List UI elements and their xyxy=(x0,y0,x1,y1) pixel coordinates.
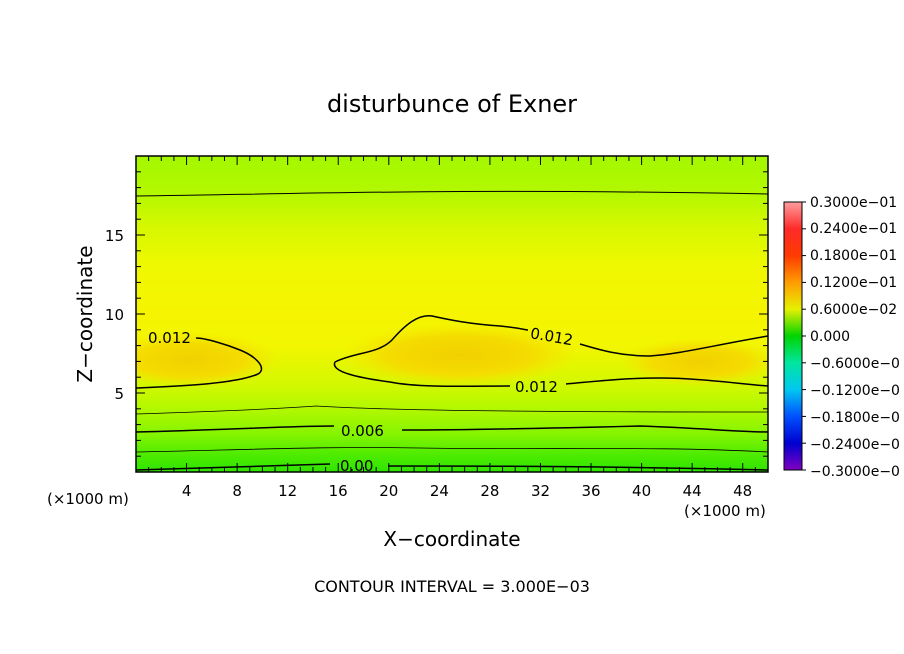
contour-label: 0.012 xyxy=(515,378,558,396)
contour-line-left xyxy=(136,337,263,389)
contour-line-center-upper xyxy=(334,315,529,363)
colorbar-label: −0.1800e−0 xyxy=(810,410,900,426)
contour-line-006-right xyxy=(401,425,768,433)
contour-line-000-left xyxy=(136,463,331,471)
y-tick-label: 15 xyxy=(105,227,124,245)
y-tick-label: 10 xyxy=(105,306,124,324)
contour-line-low xyxy=(136,447,768,453)
x-tick-label: 40 xyxy=(632,482,651,500)
y-tick-label: 5 xyxy=(114,385,124,403)
contour-line-center-right xyxy=(579,335,768,357)
contour-label: 0.012 xyxy=(148,329,191,347)
colorbar-label: −0.3000e−0 xyxy=(810,464,900,480)
contour-line-center-lower xyxy=(333,361,511,388)
colorbar: 0.3000e−01 0.2400e−01 0.1800e−01 0.1200e… xyxy=(783,195,900,480)
y-axis-title: Z−coordinate xyxy=(73,245,97,382)
x-tick-label: 24 xyxy=(430,482,449,500)
x-tick-label: 4 xyxy=(182,482,192,500)
x-unit-label-right: (×1000 m) xyxy=(684,502,766,520)
x-tick-label: 16 xyxy=(329,482,348,500)
colorbar-label: −0.2400e−0 xyxy=(810,437,900,453)
x-tick-label: 36 xyxy=(581,482,600,500)
colorbar-label: 0.000 xyxy=(810,329,850,345)
x-tick-label: 32 xyxy=(531,482,550,500)
chart-title: disturbunce of Exner xyxy=(327,90,577,118)
axis-ticks xyxy=(136,156,768,472)
contour-line-lower-right xyxy=(565,377,768,387)
colorbar-scale xyxy=(783,201,803,471)
colorbar-label: −0.1200e−0 xyxy=(810,383,900,399)
x-tick-label: 44 xyxy=(683,482,702,500)
x-tick-label: 8 xyxy=(232,482,242,500)
plot-area xyxy=(136,156,768,472)
colorbar-label: 0.1200e−01 xyxy=(810,275,897,291)
colorbar-label: 0.3000e−01 xyxy=(810,195,897,211)
contour-line-top xyxy=(136,190,768,197)
colorbar-label: 0.1800e−01 xyxy=(810,248,897,264)
x-tick-labels: 4 8 12 16 20 24 28 32 36 40 44 48 xyxy=(182,482,752,500)
contour-line-mid xyxy=(136,405,768,415)
x-tick-label: 28 xyxy=(480,482,499,500)
x-unit-label-left: (×1000 m) xyxy=(47,490,129,508)
field-blob-center xyxy=(340,323,580,387)
x-tick-label: 48 xyxy=(733,482,752,500)
field-blob-left xyxy=(136,332,280,388)
colorbar-ticks xyxy=(802,201,806,471)
field-blob-right xyxy=(620,338,768,386)
x-tick-label: 12 xyxy=(278,482,297,500)
contour-interval-note: CONTOUR INTERVAL = 3.000E−03 xyxy=(314,577,590,596)
x-tick-label: 20 xyxy=(379,482,398,500)
contour-label: 0.00 xyxy=(340,457,373,475)
contour-label: 0.006 xyxy=(341,422,384,440)
contour-line-006-left xyxy=(136,425,335,433)
colorbar-label: 0.6000e−02 xyxy=(810,302,897,318)
x-axis-title: X−coordinate xyxy=(383,527,520,551)
field-background xyxy=(136,156,768,472)
contour-line-000-right xyxy=(387,465,768,471)
colorbar-label: 0.2400e−01 xyxy=(810,221,897,237)
colorbar-label: −0.6000e−0 xyxy=(810,356,900,372)
